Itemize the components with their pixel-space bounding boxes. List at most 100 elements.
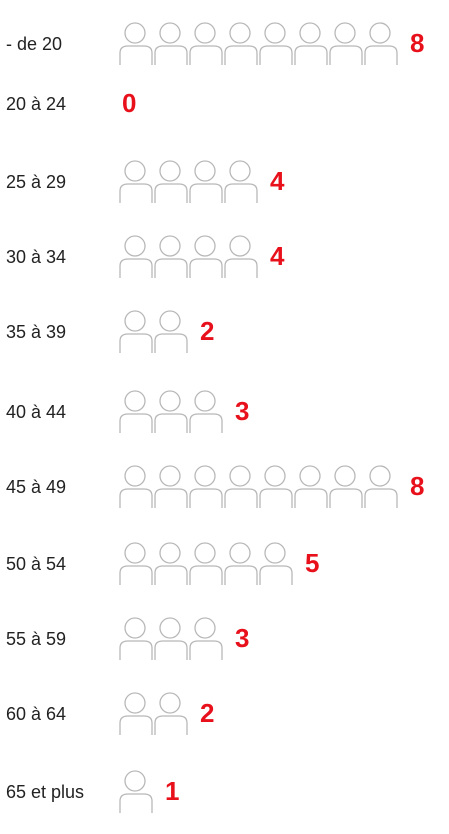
person-head [334, 22, 356, 44]
person-head [159, 692, 181, 714]
person-head [124, 692, 146, 714]
person-body [154, 715, 188, 735]
category-label: 35 à 39 [6, 322, 66, 342]
person-head [194, 235, 216, 257]
person-head [124, 770, 146, 792]
person-body [154, 333, 188, 353]
person-body [119, 565, 153, 585]
value-label: 3 [235, 396, 249, 426]
person-body [154, 258, 188, 278]
person-body [154, 488, 188, 508]
person-head [264, 22, 286, 44]
person-head [194, 617, 216, 639]
value-label: 3 [235, 623, 249, 653]
person-body [119, 793, 153, 813]
person-head [124, 160, 146, 182]
person-body [154, 183, 188, 203]
category-label: 25 à 29 [6, 172, 66, 192]
person-body [189, 183, 223, 203]
person-head [159, 160, 181, 182]
category-label: 50 à 54 [6, 554, 66, 574]
person-head [229, 160, 251, 182]
icon-group [119, 390, 223, 433]
icon-group [119, 617, 223, 660]
person-head [124, 22, 146, 44]
person-body [294, 45, 328, 65]
person-head [369, 22, 391, 44]
person-body [224, 565, 258, 585]
category-label: 30 à 34 [6, 247, 66, 267]
person-body [119, 45, 153, 65]
person-head [194, 542, 216, 564]
person-head [159, 235, 181, 257]
person-head [334, 465, 356, 487]
category-label: 40 à 44 [6, 402, 66, 422]
person-body [189, 640, 223, 660]
person-head [159, 390, 181, 412]
person-body [224, 45, 258, 65]
person-head [159, 22, 181, 44]
person-head [229, 22, 251, 44]
person-body [224, 258, 258, 278]
category-label: 60 à 64 [6, 704, 66, 724]
person-body [329, 45, 363, 65]
category-label: 55 à 59 [6, 629, 66, 649]
value-label: 8 [410, 28, 424, 58]
person-body [119, 333, 153, 353]
person-head [124, 542, 146, 564]
person-body [259, 488, 293, 508]
person-body [189, 258, 223, 278]
person-head [264, 465, 286, 487]
value-label: 5 [305, 548, 319, 578]
person-body [259, 565, 293, 585]
value-label: 2 [200, 316, 214, 346]
person-body [119, 640, 153, 660]
person-body [154, 640, 188, 660]
person-body [364, 45, 398, 65]
person-head [124, 235, 146, 257]
person-head [194, 22, 216, 44]
person-head [229, 542, 251, 564]
category-label: - de 20 [6, 34, 62, 54]
value-label: 0 [122, 88, 136, 118]
category-label: 20 à 24 [6, 94, 66, 114]
person-body [119, 715, 153, 735]
person-head [229, 235, 251, 257]
person-body [224, 183, 258, 203]
person-head [194, 160, 216, 182]
person-head [264, 542, 286, 564]
person-head [369, 465, 391, 487]
category-label: 65 et plus [6, 782, 84, 802]
person-body [189, 413, 223, 433]
icon-group [119, 160, 258, 203]
person-body [189, 488, 223, 508]
icon-group [119, 542, 293, 585]
person-body [154, 565, 188, 585]
person-body [189, 45, 223, 65]
person-body [119, 488, 153, 508]
person-head [159, 465, 181, 487]
person-head [159, 617, 181, 639]
person-head [229, 465, 251, 487]
person-body [224, 488, 258, 508]
person-head [159, 310, 181, 332]
person-head [124, 310, 146, 332]
value-label: 1 [165, 776, 179, 806]
icon-group [119, 465, 398, 508]
icon-group [119, 692, 188, 735]
person-body [364, 488, 398, 508]
icon-group [119, 770, 153, 813]
person-body [119, 258, 153, 278]
person-body [154, 413, 188, 433]
value-label: 2 [200, 698, 214, 728]
value-label: 4 [270, 166, 285, 196]
person-head [299, 465, 321, 487]
person-body [259, 45, 293, 65]
person-body [154, 45, 188, 65]
person-head [124, 390, 146, 412]
person-head [194, 465, 216, 487]
value-label: 4 [270, 241, 285, 271]
person-body [329, 488, 363, 508]
person-head [124, 465, 146, 487]
